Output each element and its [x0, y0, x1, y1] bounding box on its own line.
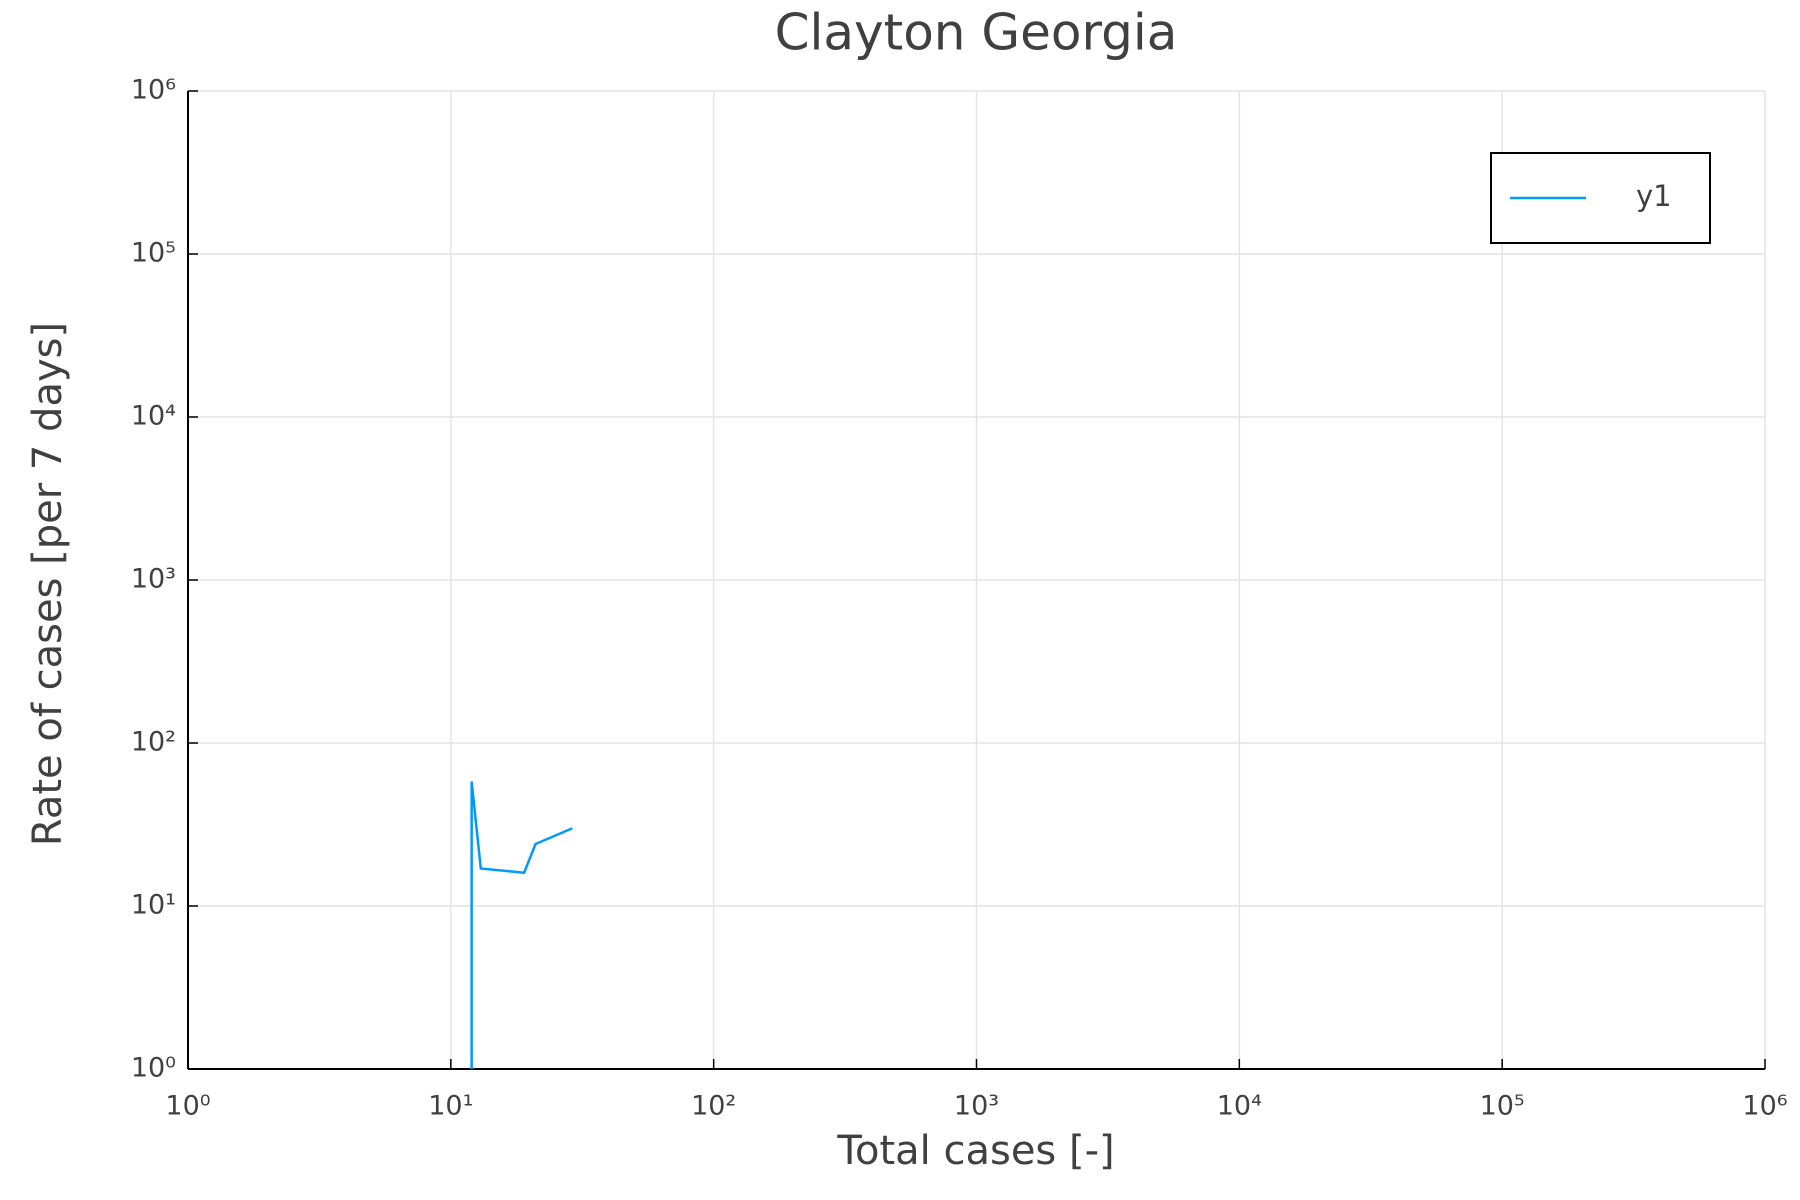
y-tick-label: 10⁰ [131, 1053, 176, 1084]
x-tick-label: 10⁴ [1217, 1091, 1262, 1122]
x-tick-label: 10¹ [428, 1091, 473, 1122]
legend-label: y1 [1636, 179, 1672, 213]
chart-title: Clayton Georgia [775, 4, 1178, 62]
y-tick-label: 10⁶ [131, 75, 176, 106]
x-tick-label: 10² [691, 1091, 736, 1122]
x-tick-label: 10³ [954, 1091, 999, 1122]
x-axis-label: Total cases [-] [836, 1128, 1114, 1174]
y-axis-label: Rate of cases [per 7 days] [25, 322, 71, 846]
y-tick-label: 10³ [131, 564, 176, 595]
line [470, 781, 573, 1069]
y-tick-label: 10⁴ [131, 401, 176, 432]
y-tick-label: 10² [131, 727, 176, 758]
x-tick-label: 10⁵ [1480, 1091, 1525, 1122]
y-tick-label: 10⁵ [131, 238, 176, 269]
y-tick-label: 10¹ [131, 890, 176, 921]
x-tick-label: 10⁰ [165, 1091, 210, 1122]
x-tick-label: 10⁶ [1742, 1091, 1787, 1122]
